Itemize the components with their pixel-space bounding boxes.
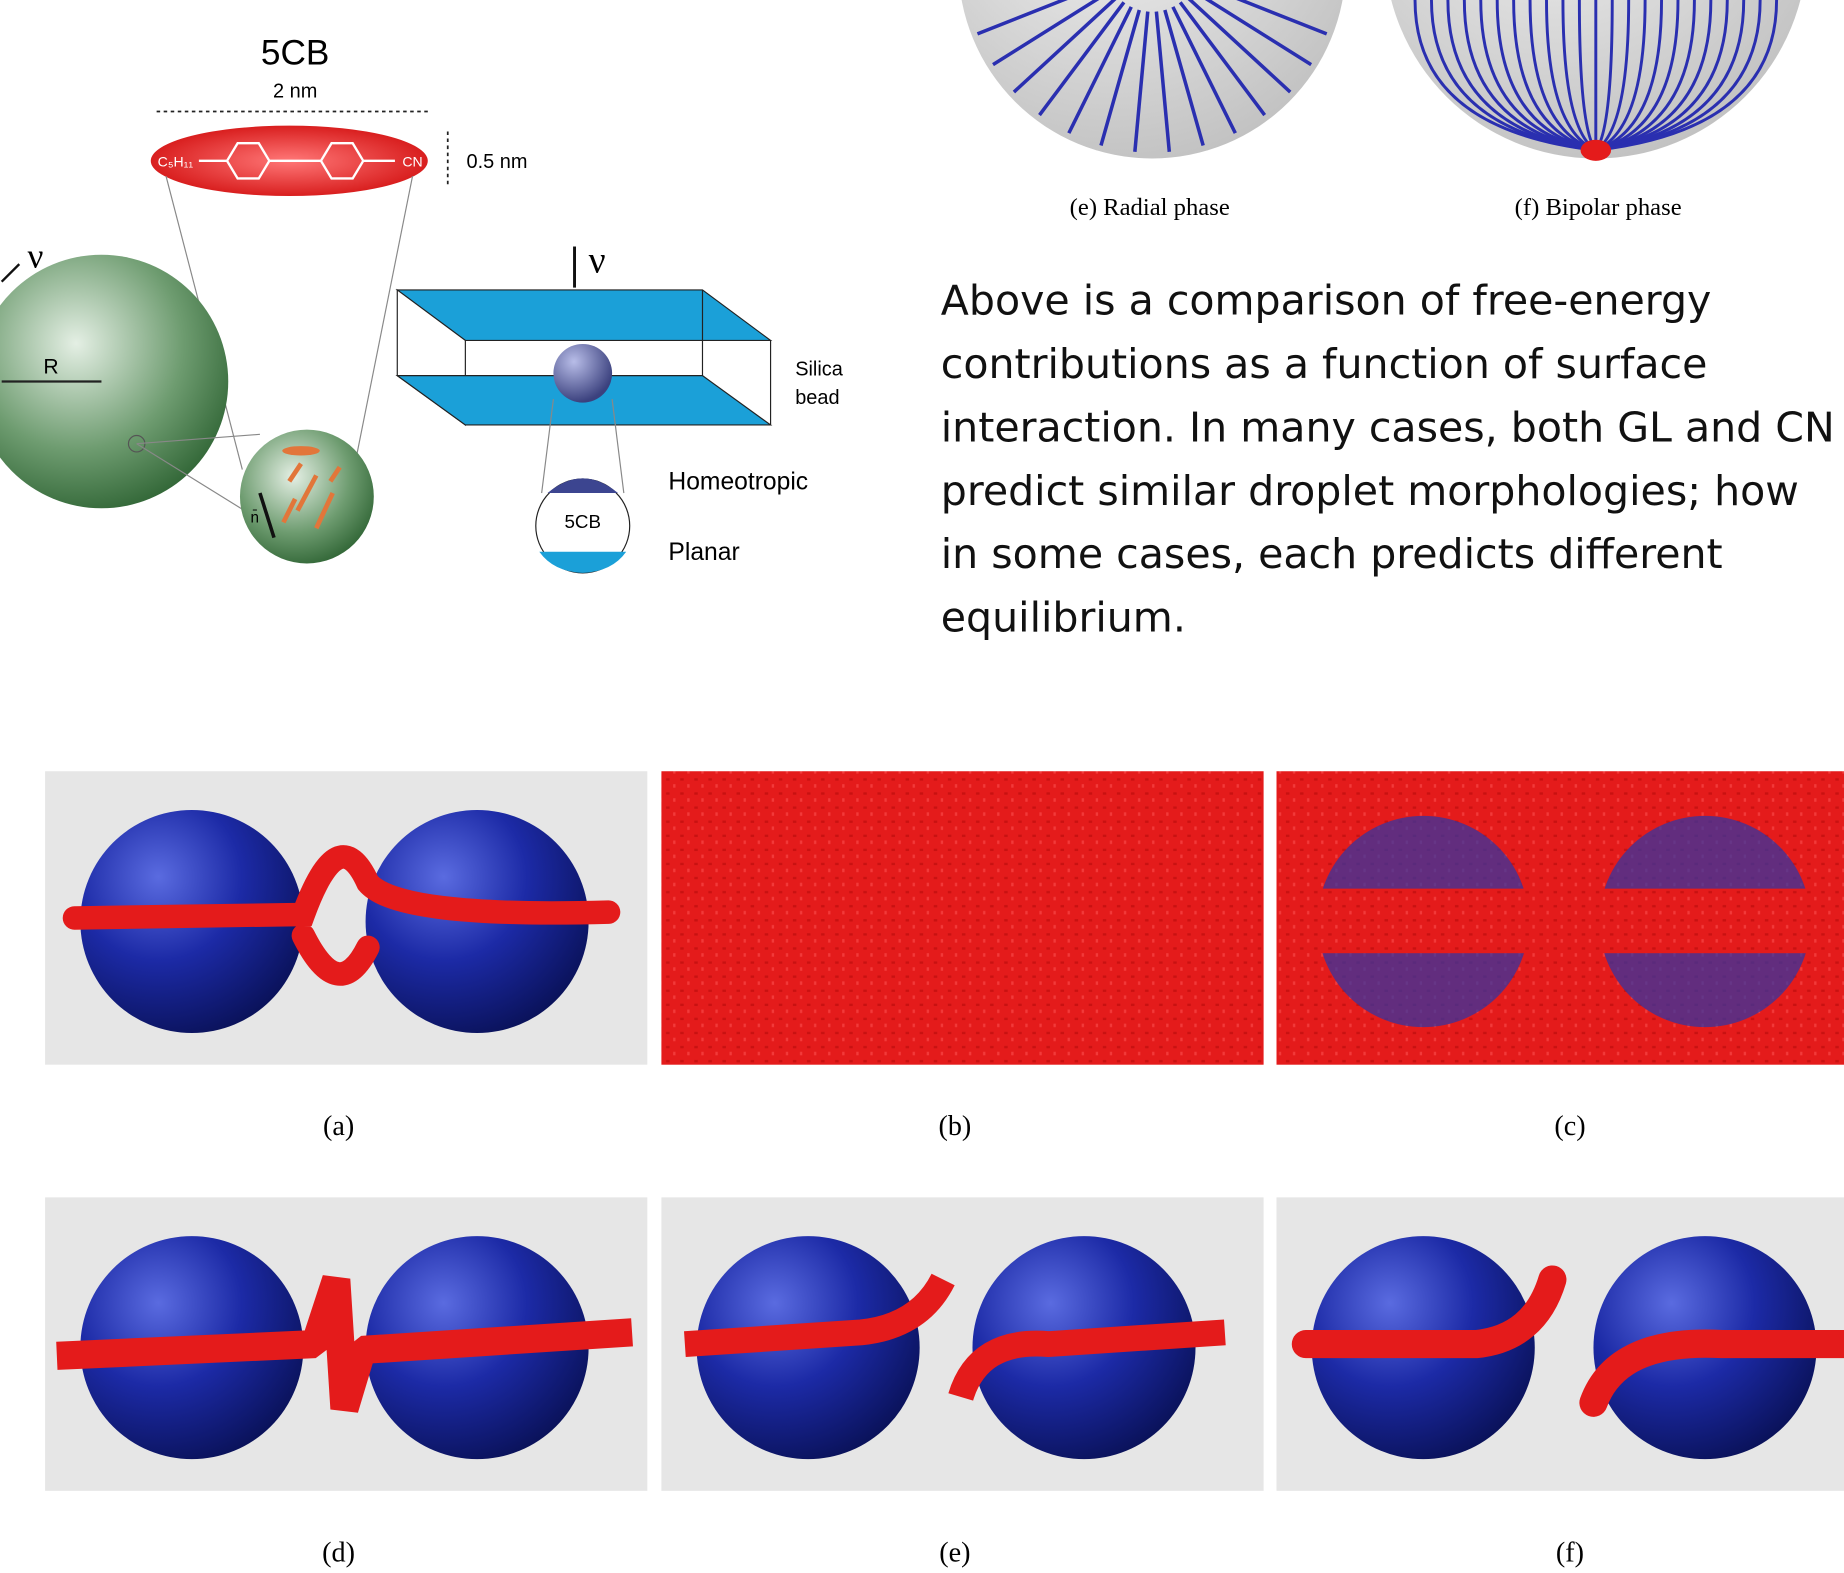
cell-director: ν	[589, 240, 606, 281]
length-label: 2 nm	[273, 80, 317, 102]
panel-caption: (d)	[322, 1537, 355, 1568]
panel-caption: (a)	[323, 1111, 354, 1142]
right-group: CN	[402, 154, 422, 170]
radius-label: R	[43, 355, 58, 378]
paragraph-line: in some cases, each predicts different	[941, 530, 1723, 578]
paragraph-line: predict similar droplet morphologies; ho…	[941, 467, 1799, 515]
phase-caption: (f) Bipolar phase	[1515, 194, 1682, 221]
panel-caption: (f)	[1556, 1537, 1584, 1568]
noise-band	[1277, 889, 1844, 954]
paragraph: Above is a comparison of free-energy con…	[941, 277, 1835, 642]
inset-label: 5CB	[564, 511, 601, 532]
defect	[1581, 140, 1612, 161]
normal-label: ν	[28, 237, 44, 276]
panel-caption: (c)	[1554, 1111, 1585, 1142]
bead-label: bead	[795, 387, 839, 409]
paragraph-line: interaction. In many cases, both GL and …	[941, 403, 1835, 451]
molecule-cap	[282, 446, 320, 455]
figure: 5CB 2 nm C₅H₁₁ CN 0.5 nm R ν n̄ ν Silica…	[0, 0, 1844, 1573]
paragraph-line: equilibrium.	[941, 594, 1186, 642]
radial-droplet	[958, 0, 1345, 158]
left-group: C₅H₁₁	[158, 154, 194, 170]
molecule-name: 5CB	[261, 34, 329, 73]
inset-plate	[539, 552, 626, 573]
anchoring-label: Homeotropic	[668, 469, 808, 496]
inset-bead	[548, 478, 618, 493]
normal-arrow	[2, 264, 20, 282]
page: 5CB 2 nm C₅H₁₁ CN 0.5 nm R ν n̄ ν Silica…	[0, 0, 1844, 1573]
director-label: n̄	[251, 509, 259, 526]
bead-label: Silica	[795, 359, 844, 381]
paragraph-line: contributions as a function of surface	[941, 340, 1708, 388]
phase-caption: (e) Radial phase	[1070, 194, 1230, 221]
width-label: 0.5 nm	[467, 151, 528, 173]
panels: (a) (b) (c) (d) (e) (f)	[45, 771, 1844, 1568]
silica-bead	[553, 344, 612, 403]
panel-caption: (e)	[939, 1537, 970, 1568]
panel	[661, 771, 1263, 1064]
panel-caption: (b)	[938, 1111, 971, 1142]
paragraph-line: Above is a comparison of free-energy	[941, 277, 1712, 325]
anchoring-label: Planar	[668, 539, 739, 566]
